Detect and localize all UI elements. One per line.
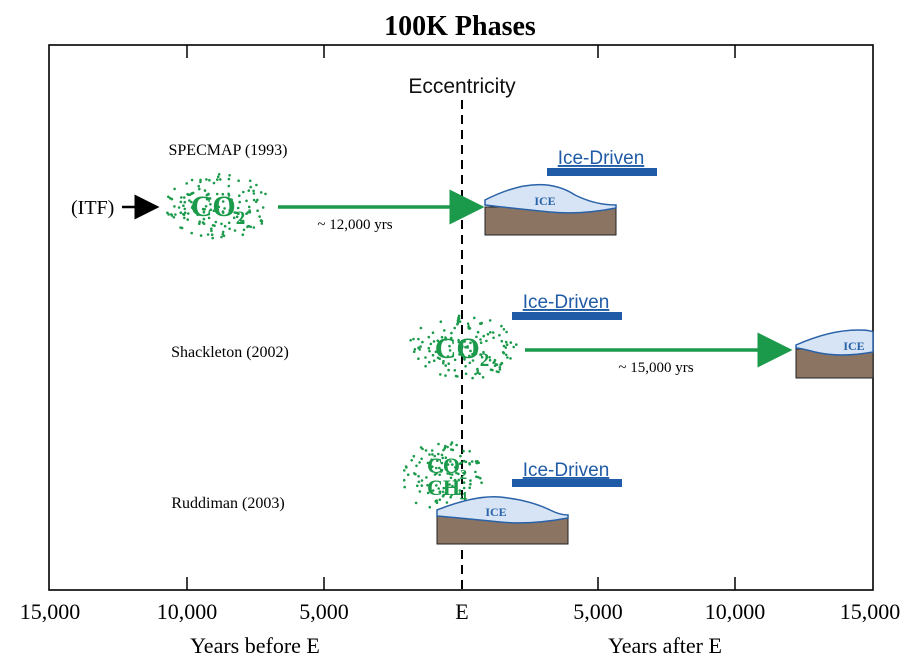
ice-sheet-shackleton: ICE — [795, 329, 874, 379]
x-tick-label: 10,000 — [157, 599, 218, 624]
svg-text:ICE: ICE — [843, 339, 864, 353]
x-tick-label: 5,000 — [299, 599, 349, 624]
co2-text-specmap: CO2 — [191, 190, 246, 229]
co2-cloud-specmap — [166, 173, 267, 240]
svg-text:ICE: ICE — [534, 194, 555, 208]
co2-ch4-cloud-ruddiman — [402, 441, 483, 513]
x-axis-label-before: Years before E — [190, 633, 320, 658]
row-label-specmap: SPECMAP (1993) — [169, 142, 288, 159]
eccentricity-label: Eccentricity — [408, 75, 516, 98]
row-label-ruddiman: Ruddiman (2003) — [171, 495, 284, 512]
lag-label-shackleton: ~ 15,000 yrs — [618, 360, 693, 376]
chart-title: 100K Phases — [384, 11, 536, 42]
driver-label-ruddiman: Ice-Driven — [523, 460, 610, 481]
x-tick-label: 10,000 — [705, 599, 766, 624]
driver-label-specmap: Ice-Driven — [558, 148, 645, 169]
driver-label-shackleton: Ice-Driven — [523, 292, 610, 313]
driver-bar-ruddiman — [512, 479, 622, 487]
driver-bar-shackleton — [512, 312, 622, 320]
top-ticks — [186, 45, 736, 58]
co2-cloud-shackleton — [409, 314, 518, 380]
driver-bar-specmap — [547, 168, 657, 176]
lag-label-specmap: ~ 12,000 yrs — [317, 217, 392, 233]
co2-text-ruddiman: CO2 — [427, 453, 467, 483]
x-tick-label: E — [455, 599, 468, 624]
ice-sheet-ruddiman: ICE — [436, 496, 569, 545]
x-tick-label: 15,000 — [840, 599, 901, 624]
x-tick-label: 15,000 — [20, 599, 81, 624]
itf-label: (ITF) — [71, 197, 114, 219]
ch4-text-ruddiman: CH4 — [427, 475, 467, 505]
bottom-ticks — [186, 577, 736, 590]
plot-frame — [48, 44, 874, 591]
x-axis-label-after: Years after E — [608, 633, 722, 658]
ice-sheet-specmap: ICE — [484, 184, 617, 236]
svg-text:ICE: ICE — [485, 505, 506, 519]
x-tick-label: 5,000 — [573, 599, 623, 624]
row-label-shackleton: Shackleton (2002) — [171, 344, 289, 361]
co2-text-shackleton: CO2 — [435, 332, 490, 371]
